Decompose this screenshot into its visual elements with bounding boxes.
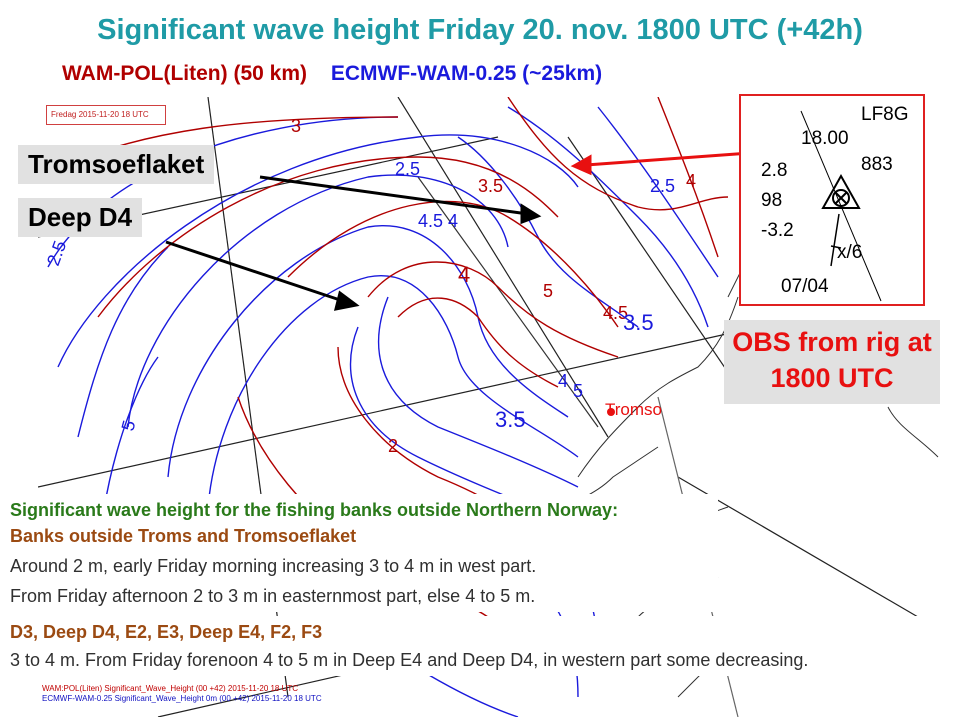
obs-station: LF8G xyxy=(861,104,909,125)
contour-label-red: 3.5 xyxy=(478,176,503,196)
obs-time: 07/04 xyxy=(781,276,829,297)
contour-label-blue: 4 xyxy=(558,371,568,391)
forecast-area1-line1: Around 2 m, early Friday morning increas… xyxy=(10,556,537,576)
obs-neg: -3.2 xyxy=(761,220,794,241)
footer-blue: ECMWF-WAM-0.25 Significant_Wave_Height 0… xyxy=(42,694,322,703)
forecast-box-troms: Significant wave height for the fishing … xyxy=(4,494,718,612)
obs-arrow xyxy=(570,151,751,176)
contour-label-red: 4 xyxy=(686,171,696,191)
obs-wave: 2.8 xyxy=(761,160,788,181)
obs-98: 98 xyxy=(761,190,783,211)
contour-label-red: 3 xyxy=(291,116,301,136)
obs-883: 883 xyxy=(861,154,893,175)
obs-callout: OBS from rig at 1800 UTC xyxy=(724,320,940,404)
contour-label-blue: 3.5 xyxy=(623,310,654,335)
label-tromso: Tromso xyxy=(605,400,662,419)
model-red-label: WAM-POL(Liten) (50 km) xyxy=(62,62,307,85)
map-date-box: Fredag 2015-11-20 18 UTC xyxy=(46,105,166,125)
label-tromsoeflaket: Tromsoeflaket xyxy=(18,145,215,184)
forecast-area2-line1: 3 to 4 m. From Friday forenoon 4 to 5 m … xyxy=(10,650,809,670)
forecast-area1-line2: From Friday afternoon 2 to 3 m in easter… xyxy=(10,586,536,606)
contour-label-red: 4.5 xyxy=(603,303,628,323)
annotation-arrows xyxy=(165,175,542,311)
contour-labels: 3 3.5 2.5 4 4.5 4 5 4.5 3.5 2.5 4 3.5 4 … xyxy=(43,116,696,456)
contour-label-red: 2 xyxy=(388,436,398,456)
model-subtitle: WAM-POL(Liten) (50 km) ECMWF-WAM-0.25 (~… xyxy=(62,62,602,86)
contour-label-blue: 2.5 xyxy=(650,176,675,196)
contour-label-blue: 5 xyxy=(573,381,583,401)
obs-station-panel: LF8G 18.00 883 2.8 98 -3.2 x/6 07/04 xyxy=(739,94,925,306)
obs-station-symbol xyxy=(800,110,882,302)
footer-red: WAM:POL(Liten) Significant_Wave_Height (… xyxy=(42,684,299,693)
wave-height-map: 3 3.5 2.5 4 4.5 4 5 4.5 3.5 2.5 4 3.5 4 … xyxy=(38,97,939,717)
forecast-heading: Significant wave height for the fishing … xyxy=(10,500,619,520)
tromso-marker xyxy=(607,408,615,416)
forecast-area2: D3, Deep D4, E2, E3, Deep E4, F2, F3 xyxy=(10,622,323,642)
contour-label-red: 5 xyxy=(543,281,553,301)
map-footer: WAM:POL(Liten) Significant_Wave_Height (… xyxy=(42,684,322,704)
contour-label-blue: 3.5 xyxy=(495,407,526,432)
obs-pressure: 18.00 xyxy=(801,128,849,149)
contour-label-blue: 5 xyxy=(118,418,140,433)
contour-label-blue: 4 xyxy=(448,211,458,231)
obs-wind: x/6 xyxy=(837,242,863,263)
contour-label-blue: 4.5 xyxy=(418,211,443,231)
forecast-box-deep: D3, Deep D4, E2, E3, Deep E4, F2, F3 3 t… xyxy=(4,616,956,676)
contour-label-blue: 2.5 xyxy=(43,238,70,268)
contour-label-blue: 2.5 xyxy=(395,159,420,179)
model-blue-label: ECMWF-WAM-0.25 (~25km) xyxy=(330,62,603,85)
page-title: Significant wave height Friday 20. nov. … xyxy=(97,14,863,46)
contour-label-red: 4 xyxy=(458,262,470,287)
forecast-area1: Banks outside Troms and Tromsoeflaket xyxy=(10,526,357,546)
label-deep-d4: Deep D4 xyxy=(18,198,143,237)
